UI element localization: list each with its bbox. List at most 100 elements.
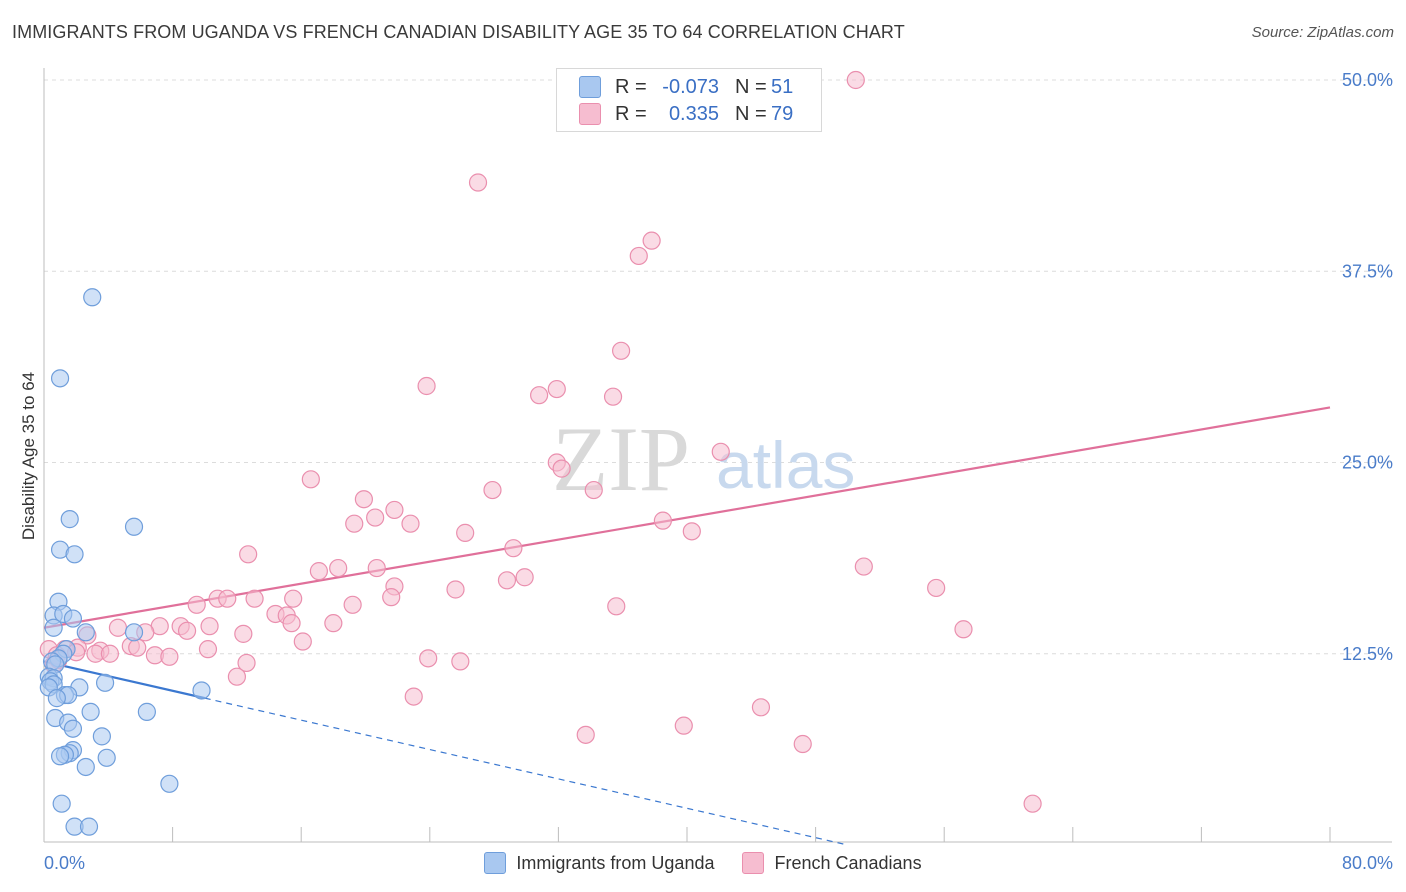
y-tick-label: 50.0% bbox=[1342, 70, 1393, 90]
legend-n-value: 51 bbox=[771, 75, 794, 98]
point-uganda bbox=[44, 618, 63, 637]
point-french-canadian bbox=[468, 173, 488, 192]
point-uganda bbox=[95, 673, 115, 692]
point-french-canadian bbox=[711, 442, 730, 461]
watermark-atlas: atlas bbox=[716, 428, 855, 502]
grid-lines bbox=[44, 79, 1392, 655]
point-french-canadian bbox=[354, 490, 373, 509]
point-french-canadian bbox=[854, 557, 873, 576]
y-tick-label: 25.0% bbox=[1342, 453, 1393, 473]
legend-row-french-canadians: R = 0.335 N = 79 bbox=[579, 101, 793, 127]
point-french-canadian bbox=[198, 640, 218, 659]
point-french-canadian bbox=[200, 617, 219, 636]
point-french-canadian bbox=[324, 614, 343, 633]
point-french-canadian bbox=[547, 379, 566, 399]
legend-row-uganda: R = -0.073 N = 51 bbox=[579, 74, 793, 100]
point-french-canadian bbox=[108, 618, 128, 637]
point-uganda bbox=[124, 517, 144, 536]
point-french-canadian bbox=[239, 545, 258, 564]
point-french-canadian bbox=[245, 589, 264, 608]
data-points bbox=[39, 70, 1042, 836]
point-uganda bbox=[50, 747, 70, 766]
legend-r-label: R = bbox=[615, 102, 647, 125]
tick-labels: 12.5% 25.0% 37.5% 50.0% 0.0% 80.0% bbox=[44, 70, 1393, 873]
point-french-canadian bbox=[227, 667, 246, 686]
point-french-canadian bbox=[366, 508, 385, 527]
point-uganda bbox=[79, 817, 99, 836]
point-uganda bbox=[192, 681, 211, 700]
point-french-canadian bbox=[293, 632, 312, 651]
point-uganda bbox=[76, 757, 95, 777]
point-french-canadian bbox=[284, 589, 303, 608]
point-french-canadian bbox=[584, 480, 603, 500]
source-label: Source: bbox=[1251, 24, 1304, 41]
series-legend: Immigrants from Uganda French Canadians bbox=[0, 852, 1406, 874]
legend-n-label: N = bbox=[735, 75, 767, 98]
point-french-canadian bbox=[282, 614, 301, 633]
point-uganda bbox=[92, 727, 111, 746]
legend-n-label: N = bbox=[735, 102, 767, 125]
point-french-canadian bbox=[456, 523, 475, 542]
point-french-canadian bbox=[497, 571, 517, 590]
point-french-canadian bbox=[218, 589, 237, 608]
point-french-canadian bbox=[187, 595, 206, 614]
y-axis-title: Disability Age 35 to 64 bbox=[19, 372, 38, 540]
point-french-canadian bbox=[404, 687, 423, 706]
point-french-canadian bbox=[846, 70, 865, 90]
source-credit: Source: ZipAtlas.com bbox=[1252, 24, 1394, 41]
legend-label-uganda: Immigrants from Uganda bbox=[516, 852, 715, 873]
point-french-canadian bbox=[515, 568, 534, 587]
point-french-canadian bbox=[237, 653, 256, 673]
point-french-canadian bbox=[954, 620, 973, 639]
point-french-canadian bbox=[329, 558, 348, 578]
point-french-canadian bbox=[128, 638, 147, 657]
point-french-canadian bbox=[1023, 794, 1042, 813]
legend-item-french-canadians[interactable]: French Canadians bbox=[742, 852, 922, 874]
point-french-canadian bbox=[160, 647, 179, 666]
point-uganda bbox=[124, 623, 144, 642]
y-tick-label: 12.5% bbox=[1342, 644, 1393, 664]
point-uganda bbox=[65, 545, 84, 564]
point-french-canadian bbox=[446, 580, 465, 599]
point-uganda bbox=[63, 719, 83, 738]
point-french-canadian bbox=[576, 725, 595, 744]
legend-r-value: -0.073 bbox=[662, 75, 719, 98]
source-link[interactable]: ZipAtlas.com bbox=[1307, 24, 1394, 41]
point-french-canadian bbox=[100, 644, 120, 663]
legend-swatch-blue bbox=[579, 76, 601, 98]
point-french-canadian bbox=[367, 558, 386, 578]
point-uganda bbox=[83, 288, 102, 307]
point-uganda bbox=[81, 702, 100, 721]
point-uganda bbox=[160, 774, 179, 793]
point-french-canadian bbox=[642, 231, 661, 250]
point-french-canadian bbox=[177, 621, 197, 640]
point-french-canadian bbox=[451, 652, 470, 671]
legend-swatch-pink bbox=[742, 852, 765, 874]
point-uganda bbox=[47, 689, 66, 708]
point-french-canadian bbox=[382, 588, 401, 607]
point-french-canadian bbox=[309, 562, 328, 581]
legend-item-uganda[interactable]: Immigrants from Uganda bbox=[484, 852, 714, 874]
point-uganda bbox=[52, 794, 71, 813]
legend-swatch-blue bbox=[484, 852, 507, 874]
watermark-zip: ZIP bbox=[552, 408, 690, 510]
legend-r-label: R = bbox=[615, 75, 647, 98]
point-french-canadian bbox=[417, 376, 436, 396]
point-french-canadian bbox=[674, 716, 693, 735]
point-french-canadian bbox=[552, 459, 571, 478]
legend-n-value: 79 bbox=[771, 102, 794, 125]
chart-title: IMMIGRANTS FROM UGANDA VS FRENCH CANADIA… bbox=[12, 22, 905, 42]
point-french-canadian bbox=[234, 624, 253, 643]
point-french-canadian bbox=[629, 246, 648, 266]
watermark: ZIP atlas bbox=[552, 408, 855, 510]
point-french-canadian bbox=[927, 578, 946, 598]
point-french-canadian bbox=[345, 514, 364, 533]
trend-line-uganda bbox=[43, 660, 205, 700]
point-french-canadian bbox=[653, 511, 672, 530]
trend-line-uganda-extrapolated bbox=[204, 697, 848, 846]
point-french-canadian bbox=[385, 500, 404, 520]
point-french-canadian bbox=[530, 386, 549, 405]
point-uganda bbox=[97, 748, 116, 767]
correlation-legend: R = -0.073 N = 51 R = 0.335 N = 79 bbox=[556, 68, 822, 132]
point-french-canadian bbox=[343, 595, 362, 614]
